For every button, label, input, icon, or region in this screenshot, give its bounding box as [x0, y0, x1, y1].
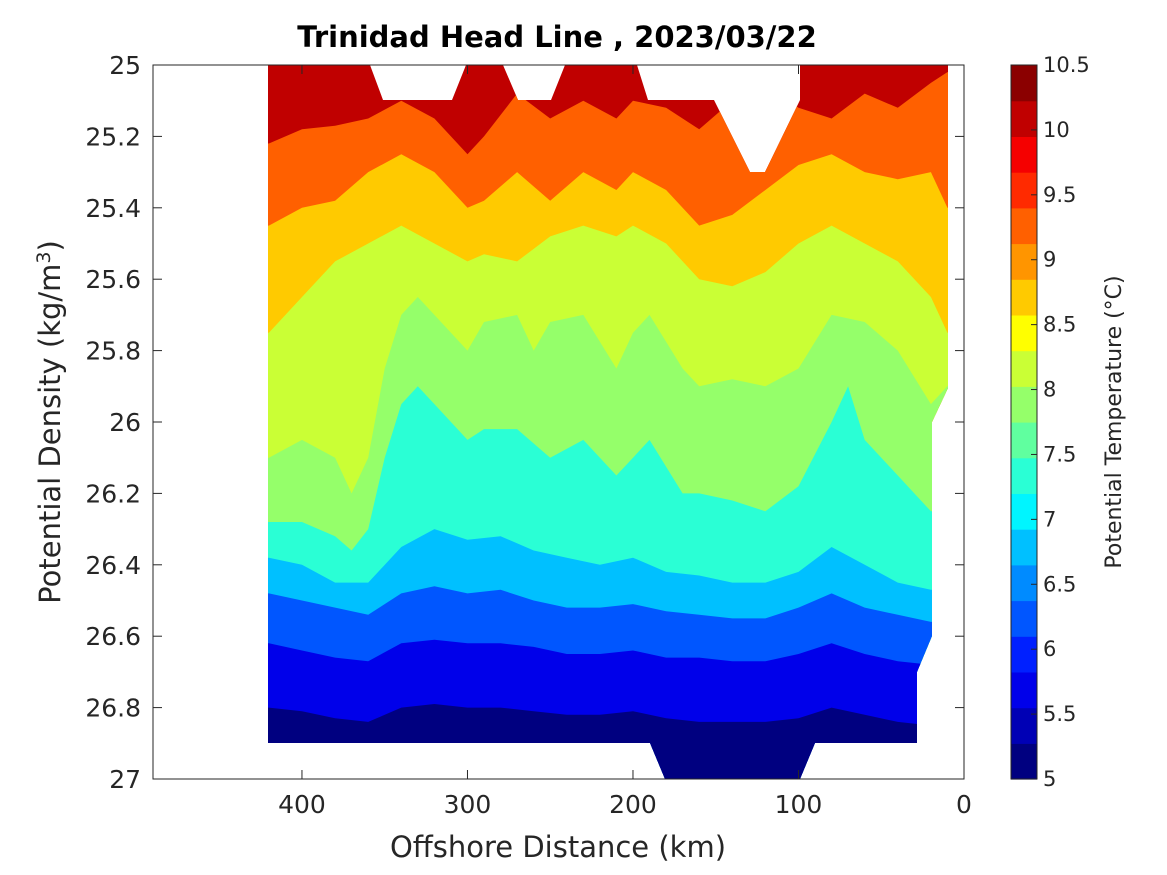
- colorbar-swatch: [1011, 743, 1037, 780]
- y-tick-label: 25.6: [85, 265, 141, 294]
- colorbar-tick-label: 5.5: [1043, 702, 1076, 726]
- y-axis-label: Potential Density (kg/m3): [33, 240, 67, 604]
- x-tick-label: 200: [609, 790, 657, 819]
- x-axis: 400 300 200 100 0: [278, 65, 972, 819]
- colorbar-swatch: [1011, 100, 1037, 137]
- colorbar-tick-label: 6: [1043, 637, 1056, 661]
- colorbar-tick-label: 7.5: [1043, 442, 1076, 466]
- colorbar-swatch: [1011, 243, 1037, 280]
- colorbar-swatch: [1011, 493, 1037, 530]
- y-tick-label: 26.8: [85, 694, 141, 723]
- colorbar-swatch: [1011, 136, 1037, 173]
- y-tick-label: 25.8: [85, 337, 141, 366]
- colorbar-swatch: [1011, 671, 1037, 709]
- x-tick-label: 300: [444, 790, 492, 819]
- colorbar-swatch: [1011, 636, 1037, 673]
- colorbar-swatch: [1011, 314, 1037, 352]
- colorbar: 5 5.5 6 6.5 7 7.5 8 8.5 9 9.5 10 10.5: [1010, 53, 1090, 791]
- colorbar-swatch: [1011, 707, 1037, 744]
- y-tick-label: 25.4: [85, 194, 141, 223]
- y-tick-label: 26.2: [85, 479, 141, 508]
- colorbar-label: Potential Temperature (°C): [1102, 275, 1127, 568]
- colorbar-swatch: [1011, 422, 1037, 459]
- y-tick-label: 26.6: [85, 622, 141, 651]
- x-tick-label: 400: [278, 790, 326, 819]
- y-tick-label: 27: [109, 765, 141, 794]
- colorbar-swatch: [1011, 279, 1037, 316]
- colorbar-swatch: [1011, 564, 1037, 602]
- colorbar-tick-label: 8.5: [1043, 313, 1076, 337]
- y-tick-label: 26.4: [85, 551, 141, 580]
- colorbar-swatch: [1011, 600, 1037, 637]
- colorbar-swatch: [1011, 350, 1037, 387]
- y-tick-label: 25.2: [85, 122, 141, 151]
- colorbar-tick-label: 7: [1043, 507, 1056, 531]
- colorbar-tick-label: 8: [1043, 378, 1056, 402]
- colorbar-frame: [1010, 64, 1038, 780]
- colorbar-swatch: [1011, 172, 1037, 209]
- colorbar-swatch: [1011, 529, 1037, 566]
- colorbar-tick-label: 6.5: [1043, 572, 1076, 596]
- x-axis-label: Offshore Distance (km): [390, 830, 726, 864]
- colorbar-tick-label: 9.5: [1043, 183, 1076, 207]
- colorbar-tick-label: 10.5: [1043, 53, 1090, 77]
- y-axis: 25 25.2 25.4 25.6 25.8 26 26.2 26.4 26.6 26.8 27: [85, 51, 964, 794]
- colorbar-tick-label: 9: [1043, 248, 1056, 272]
- y-tick-label: 26: [109, 408, 141, 437]
- x-tick-label: 0: [956, 790, 972, 819]
- chart-title: Trinidad Head Line , 2023/03/22: [297, 20, 817, 54]
- colorbar-swatch: [1011, 65, 1037, 102]
- colorbar-swatch: [1011, 386, 1037, 423]
- colorbar-swatch: [1011, 207, 1037, 245]
- colorbar-tick-label: 5: [1043, 767, 1056, 791]
- colorbar-swatch: [1011, 457, 1037, 494]
- x-tick-label: 100: [775, 790, 823, 819]
- y-tick-label: 25: [109, 51, 141, 80]
- contour-bands: [268, 65, 948, 779]
- colorbar-tick-label: 10: [1043, 118, 1070, 142]
